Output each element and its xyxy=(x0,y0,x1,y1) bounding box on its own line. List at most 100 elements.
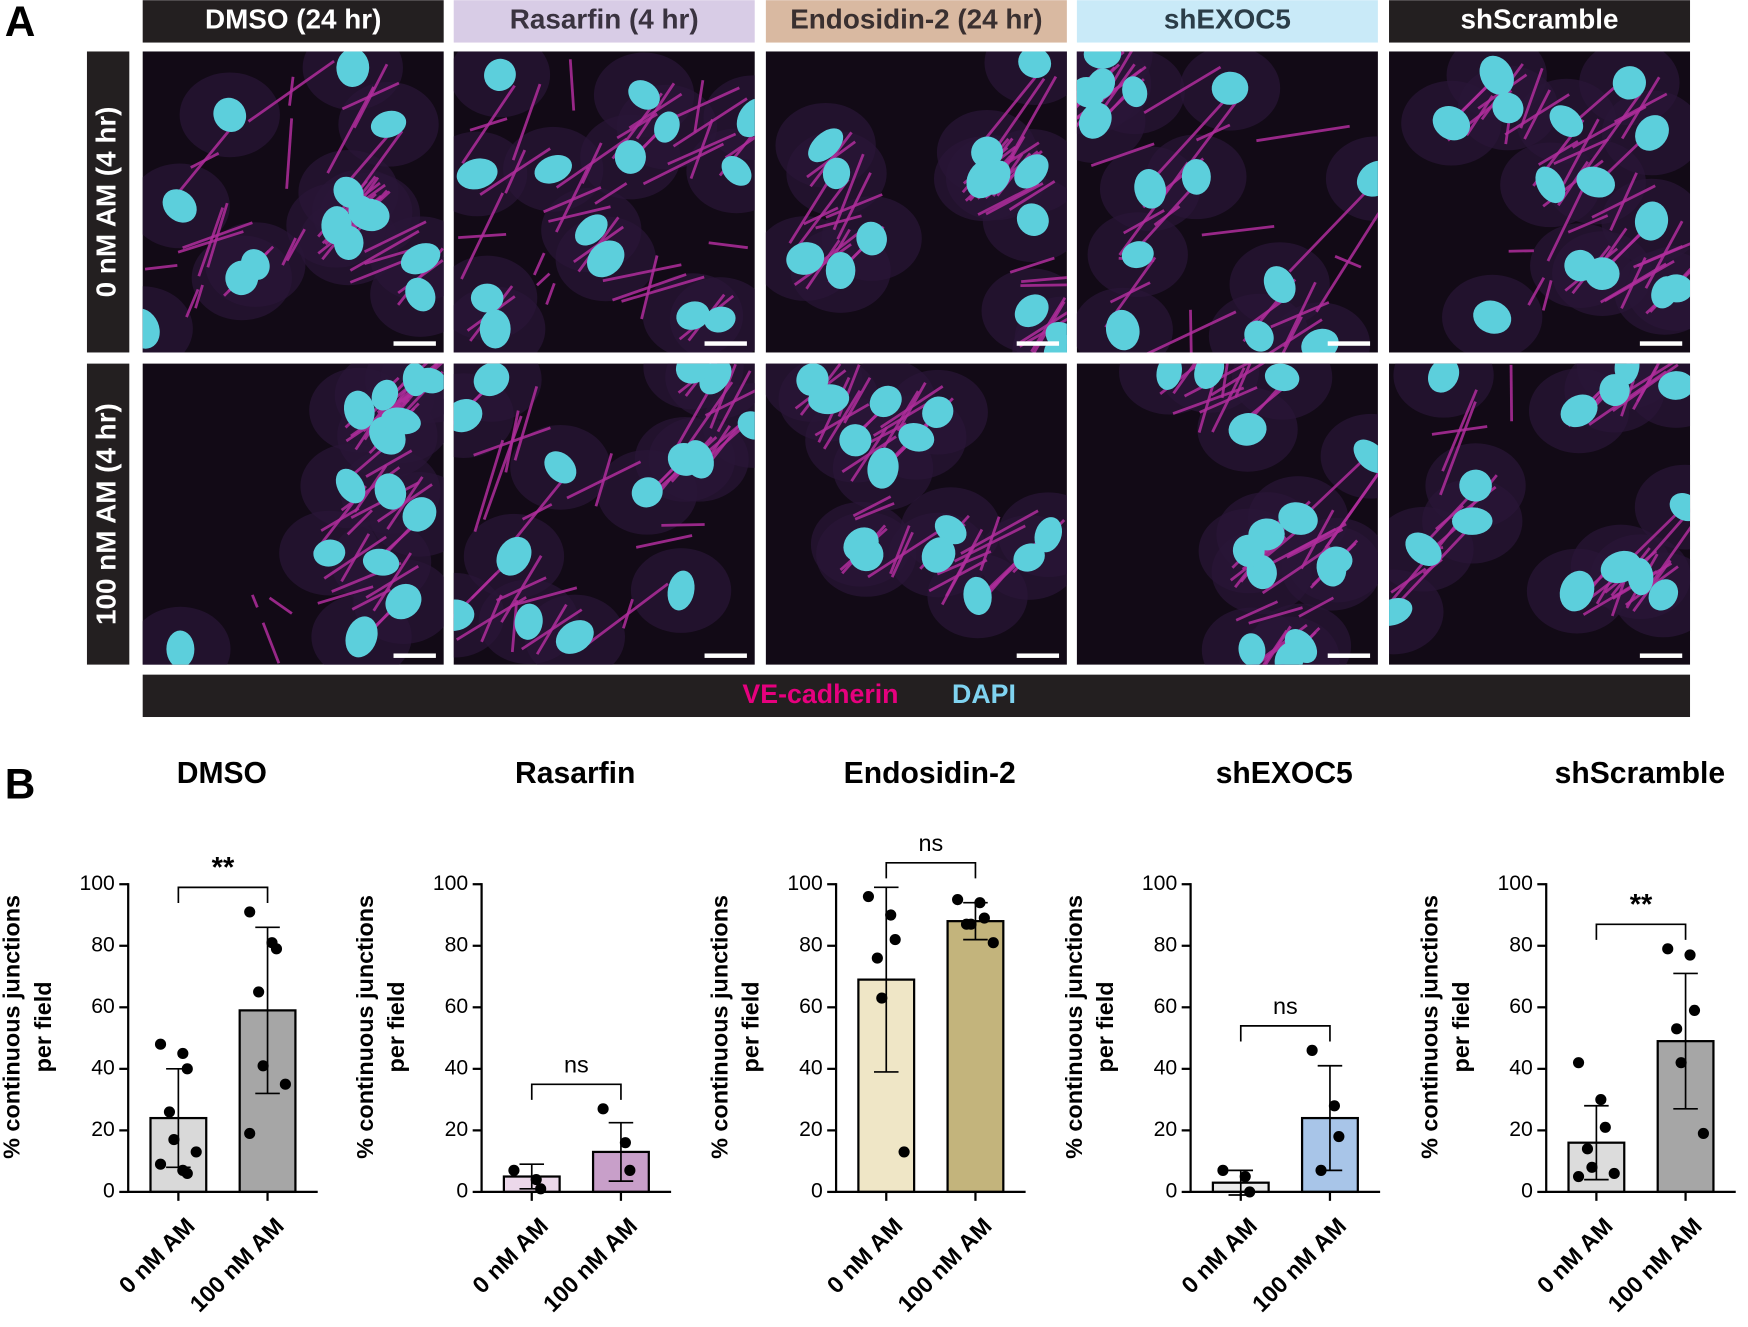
column-header-label: shScramble xyxy=(1461,4,1619,35)
data-point xyxy=(1572,1170,1585,1183)
y-axis-label: per field xyxy=(738,981,764,1072)
nucleus xyxy=(544,451,577,484)
junction xyxy=(261,622,281,664)
y-axis-label: % continuous junctions xyxy=(0,895,25,1159)
data-point xyxy=(530,1174,542,1186)
micrograph xyxy=(142,363,444,665)
scale-bar xyxy=(393,341,436,346)
junction xyxy=(536,272,551,287)
data-point xyxy=(619,1137,631,1149)
junction xyxy=(1509,364,1514,422)
junction xyxy=(1153,98,1227,179)
cytoplasm xyxy=(1269,302,1371,353)
data-point xyxy=(1333,1130,1345,1143)
nucleus xyxy=(971,136,1004,169)
junction xyxy=(1143,65,1222,115)
y-tick-label: 0 xyxy=(103,1180,115,1203)
nucleus xyxy=(345,616,378,658)
junction xyxy=(1541,279,1553,311)
data-point xyxy=(1306,1044,1318,1056)
data-point xyxy=(1572,1057,1585,1069)
y-tick-label: 100 xyxy=(79,872,114,895)
data-point xyxy=(974,897,986,909)
nucleus xyxy=(1356,160,1378,197)
nucleus xyxy=(413,367,444,394)
nucleus xyxy=(453,398,483,433)
junction xyxy=(281,237,297,266)
y-axis-label: per field xyxy=(1092,981,1118,1072)
junction xyxy=(953,524,1026,563)
data-point xyxy=(965,918,977,930)
junction xyxy=(1527,277,1546,306)
micrograph xyxy=(142,51,444,353)
nucleus xyxy=(1658,371,1691,400)
nucleus xyxy=(1405,532,1442,566)
junction xyxy=(349,229,420,272)
nucleus xyxy=(1181,158,1211,195)
junction xyxy=(832,153,865,231)
nucleus xyxy=(1560,394,1598,428)
junction xyxy=(461,84,516,164)
nucleus xyxy=(1432,105,1471,141)
junction xyxy=(1519,67,1544,129)
y-tick-label: 40 xyxy=(1509,1056,1533,1079)
significance-label: ns xyxy=(1273,993,1298,1019)
y-tick-label: 60 xyxy=(799,995,823,1018)
junction xyxy=(285,228,306,262)
junction xyxy=(568,59,576,111)
micrograph-content xyxy=(1389,363,1691,655)
nucleus xyxy=(849,537,884,572)
y-tick-label: 60 xyxy=(1509,995,1533,1018)
significance-bracket xyxy=(1239,1025,1331,1042)
junction xyxy=(1546,188,1584,262)
nucleus xyxy=(555,620,594,654)
nucleus xyxy=(1018,51,1052,79)
data-point xyxy=(1586,1161,1598,1173)
micrograph-content xyxy=(142,363,444,665)
y-tick-label: 80 xyxy=(91,933,115,956)
nucleus xyxy=(1301,328,1339,353)
nucleus xyxy=(683,440,714,479)
junction xyxy=(1321,471,1378,554)
junction xyxy=(351,445,387,476)
column-header-label: shEXOC5 xyxy=(1164,4,1291,35)
nucleus xyxy=(737,411,755,440)
y-tick-label: 100 xyxy=(787,872,822,895)
nucleus xyxy=(676,301,710,330)
junction xyxy=(709,363,737,429)
nucleus xyxy=(402,497,437,532)
nucleus xyxy=(1535,166,1566,204)
chart-title: DMSO xyxy=(177,757,267,790)
data-point xyxy=(177,1047,189,1060)
data-point xyxy=(885,909,897,921)
junction xyxy=(822,389,862,450)
junction xyxy=(470,572,498,600)
nucleus xyxy=(1014,154,1049,189)
junction xyxy=(1604,227,1628,260)
y-tick-label: 20 xyxy=(799,1118,823,1141)
column-header-label: Rasarfin (4 hr) xyxy=(510,4,699,35)
junction xyxy=(979,69,1043,146)
nucleus xyxy=(1428,363,1460,393)
nucleus xyxy=(370,110,407,138)
nucleus xyxy=(628,80,660,110)
junction xyxy=(1261,546,1332,595)
junction xyxy=(792,178,850,254)
y-tick-label: 100 xyxy=(1142,872,1177,895)
y-axis-label: % continuous junctions xyxy=(1417,895,1443,1159)
junction xyxy=(473,439,505,533)
scale-bar xyxy=(1327,653,1371,658)
y-tick-label: 80 xyxy=(1154,933,1178,956)
junction xyxy=(351,588,391,611)
scale-bar xyxy=(393,653,436,658)
micrograph-content xyxy=(453,51,755,353)
nucleus xyxy=(614,140,646,174)
junction xyxy=(535,603,568,655)
nucleus xyxy=(921,537,956,573)
junction xyxy=(1562,118,1600,185)
data-point xyxy=(1675,1057,1687,1069)
nucleus xyxy=(1134,169,1166,209)
y-axis-label: per field xyxy=(1448,981,1474,1072)
nucleus xyxy=(1614,363,1640,385)
